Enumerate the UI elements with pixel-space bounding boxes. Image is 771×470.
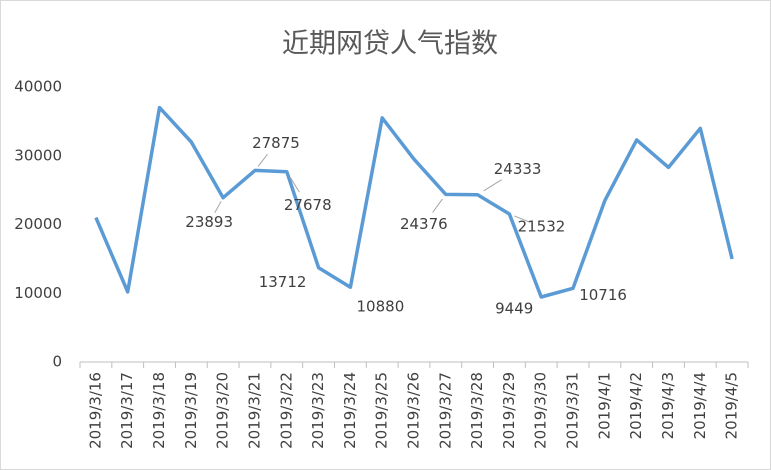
- data-label: 23893: [185, 213, 233, 231]
- x-tick-label: 2019/4/4: [691, 372, 709, 439]
- x-tick-label: 2019/3/27: [436, 372, 454, 449]
- x-tick-label: 2019/3/19: [182, 372, 200, 449]
- x-tick-label: 2019/4/2: [627, 372, 645, 439]
- leader-line: [289, 176, 300, 193]
- x-tick-label: 2019/3/16: [86, 372, 104, 449]
- data-label: 21532: [518, 217, 566, 235]
- y-tick-label: 0: [52, 353, 62, 371]
- y-tick-label: 30000: [14, 146, 62, 164]
- leader-line: [432, 198, 443, 213]
- x-tick-label: 2019/3/20: [214, 372, 232, 449]
- x-tick-label: 2019/3/29: [500, 372, 518, 449]
- data-label: 10880: [357, 298, 405, 316]
- data-label: 24376: [400, 215, 448, 233]
- leader-line: [214, 201, 222, 213]
- data-label: 13712: [259, 273, 307, 291]
- x-tick-label: 2019/4/5: [723, 372, 741, 439]
- data-line: [94, 105, 734, 299]
- x-tick-label: 2019/3/18: [150, 372, 168, 449]
- x-tick-label: 2019/3/26: [405, 372, 423, 449]
- leader-line: [257, 153, 268, 167]
- x-tick-label: 2019/3/25: [373, 372, 391, 449]
- y-tick-label: 20000: [14, 215, 62, 233]
- x-tick-label: 2019/4/1: [595, 372, 613, 439]
- x-tick-label: 2019/3/23: [309, 372, 327, 449]
- data-label: 9449: [495, 300, 533, 318]
- x-tick-label: 2019/4/3: [659, 372, 677, 439]
- x-tick-label: 2019/3/17: [118, 372, 136, 449]
- x-tick-label: 2019/3/28: [468, 372, 486, 449]
- x-tick-label: 2019/3/22: [277, 372, 295, 449]
- leader-line: [483, 179, 502, 192]
- data-label: 10716: [579, 286, 627, 304]
- leader-line: [514, 215, 529, 223]
- x-tick-label: 2019/3/31: [564, 372, 582, 449]
- data-label: 24333: [494, 160, 542, 178]
- x-tick-label: 2019/3/24: [341, 372, 359, 449]
- chart-title: 近期网贷人气指数: [282, 29, 498, 60]
- y-tick-label: 40000: [14, 78, 62, 96]
- x-tick-label: 2019/3/30: [532, 372, 550, 449]
- data-label: 27678: [284, 196, 332, 214]
- y-tick-label: 10000: [14, 284, 62, 302]
- x-tick-label: 2019/3/21: [245, 372, 263, 449]
- data-label: 27875: [252, 134, 300, 152]
